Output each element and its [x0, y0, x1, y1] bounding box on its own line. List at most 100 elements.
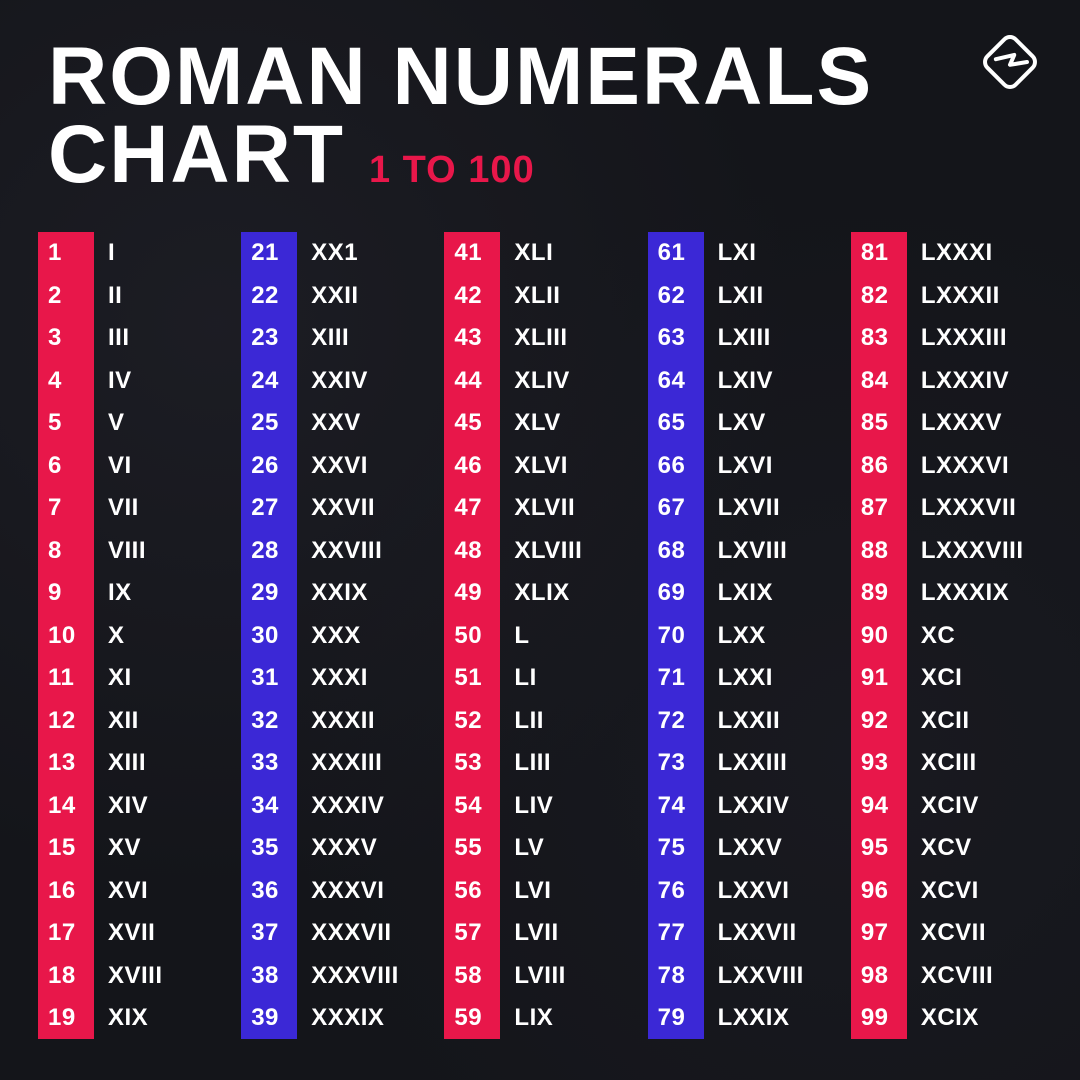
- number-strip: 41424344454647484950515253545556575859: [444, 232, 500, 1040]
- roman-cell: XCVI: [907, 869, 1042, 912]
- number-cell: 90: [851, 614, 907, 657]
- roman-cell: LXXI: [704, 657, 839, 700]
- roman-cell: XLVII: [500, 487, 635, 530]
- number-cell: 44: [444, 359, 500, 402]
- roman-strip: LXXXILXXXIILXXXIIILXXXIVLXXXVLXXXVILXXXV…: [907, 232, 1042, 1040]
- number-cell: 54: [444, 784, 500, 827]
- number-cell: 43: [444, 317, 500, 360]
- roman-cell: L: [500, 614, 635, 657]
- roman-cell: LXXVI: [704, 869, 839, 912]
- roman-cell: XXXIX: [297, 997, 432, 1040]
- number-cell: 18: [38, 954, 94, 997]
- number-cell: 36: [241, 869, 297, 912]
- roman-cell: LXI: [704, 232, 839, 275]
- number-strip: 12345678910111213141516171819: [38, 232, 94, 1040]
- roman-cell: XLIII: [500, 317, 635, 360]
- number-cell: 26: [241, 444, 297, 487]
- roman-cell: LXXV: [704, 827, 839, 870]
- roman-cell: XLIV: [500, 359, 635, 402]
- number-cell: 76: [648, 869, 704, 912]
- number-cell: 48: [444, 529, 500, 572]
- roman-cell: XIII: [94, 742, 229, 785]
- number-cell: 64: [648, 359, 704, 402]
- number-cell: 4: [38, 359, 94, 402]
- number-cell: 59: [444, 997, 500, 1040]
- number-cell: 29: [241, 572, 297, 615]
- roman-cell: LVII: [500, 912, 635, 955]
- number-cell: 71: [648, 657, 704, 700]
- roman-cell: LXXXVIII: [907, 529, 1042, 572]
- roman-cell: LXVII: [704, 487, 839, 530]
- number-cell: 24: [241, 359, 297, 402]
- roman-cell: XXXIV: [297, 784, 432, 827]
- roman-cell: LXII: [704, 274, 839, 317]
- number-strip: 81828384858687888990919293949596979899: [851, 232, 907, 1040]
- roman-cell: XLIX: [500, 572, 635, 615]
- roman-cell: II: [94, 274, 229, 317]
- roman-cell: LVIII: [500, 954, 635, 997]
- number-cell: 91: [851, 657, 907, 700]
- roman-strip: IIIIIIIVVVIVIIVIIIIXXXIXIIXIIIXIVXVXVIXV…: [94, 232, 229, 1040]
- number-strip: 21222324252627282930313233343536373839: [241, 232, 297, 1040]
- number-cell: 41: [444, 232, 500, 275]
- column: 21222324252627282930313233343536373839XX…: [241, 232, 432, 1040]
- number-cell: 21: [241, 232, 297, 275]
- number-cell: 58: [444, 954, 500, 997]
- roman-cell: IV: [94, 359, 229, 402]
- roman-cell: LXXXIX: [907, 572, 1042, 615]
- roman-cell: LXXVII: [704, 912, 839, 955]
- number-cell: 27: [241, 487, 297, 530]
- number-cell: 3: [38, 317, 94, 360]
- roman-cell: LXVIII: [704, 529, 839, 572]
- roman-cell: LXXIV: [704, 784, 839, 827]
- roman-cell: XXXIII: [297, 742, 432, 785]
- roman-cell: LIV: [500, 784, 635, 827]
- number-cell: 75: [648, 827, 704, 870]
- number-cell: 17: [38, 912, 94, 955]
- subtitle: 1 TO 100: [369, 149, 535, 192]
- number-cell: 77: [648, 912, 704, 955]
- roman-cell: XCIII: [907, 742, 1042, 785]
- roman-cell: LI: [500, 657, 635, 700]
- roman-cell: LXXXII: [907, 274, 1042, 317]
- roman-cell: LXXII: [704, 699, 839, 742]
- number-cell: 82: [851, 274, 907, 317]
- roman-cell: LXX: [704, 614, 839, 657]
- number-cell: 79: [648, 997, 704, 1040]
- number-cell: 51: [444, 657, 500, 700]
- number-cell: 61: [648, 232, 704, 275]
- roman-cell: XC: [907, 614, 1042, 657]
- roman-cell: XVI: [94, 869, 229, 912]
- number-cell: 11: [38, 657, 94, 700]
- number-cell: 2: [38, 274, 94, 317]
- column: 81828384858687888990919293949596979899LX…: [851, 232, 1042, 1040]
- number-cell: 67: [648, 487, 704, 530]
- number-cell: 10: [38, 614, 94, 657]
- number-cell: 31: [241, 657, 297, 700]
- roman-cell: XCVIII: [907, 954, 1042, 997]
- number-cell: 92: [851, 699, 907, 742]
- number-cell: 22: [241, 274, 297, 317]
- title-line-2: CHART: [48, 116, 345, 194]
- roman-cell: I: [94, 232, 229, 275]
- column: 61626364656667686970717273747576777879LX…: [648, 232, 839, 1040]
- roman-cell: LXXXIII: [907, 317, 1042, 360]
- roman-cell: LXIV: [704, 359, 839, 402]
- number-cell: 12: [38, 699, 94, 742]
- number-cell: 39: [241, 997, 297, 1040]
- roman-cell: XVIII: [94, 954, 229, 997]
- title-row-2: CHART 1 TO 100: [48, 116, 1032, 194]
- roman-cell: LXIX: [704, 572, 839, 615]
- brand-logo-icon: [978, 30, 1042, 94]
- roman-cell: XXXII: [297, 699, 432, 742]
- number-cell: 87: [851, 487, 907, 530]
- number-cell: 7: [38, 487, 94, 530]
- number-cell: 49: [444, 572, 500, 615]
- header: ROMAN NUMERALS CHART 1 TO 100: [0, 0, 1080, 214]
- roman-strip: XX1XXIIXIIIXXIVXXVXXVIXXVIIXXVIIIXXIXXXX…: [297, 232, 432, 1040]
- number-cell: 5: [38, 402, 94, 445]
- roman-cell: XXXVII: [297, 912, 432, 955]
- number-cell: 35: [241, 827, 297, 870]
- roman-cell: XLVI: [500, 444, 635, 487]
- roman-cell: XCI: [907, 657, 1042, 700]
